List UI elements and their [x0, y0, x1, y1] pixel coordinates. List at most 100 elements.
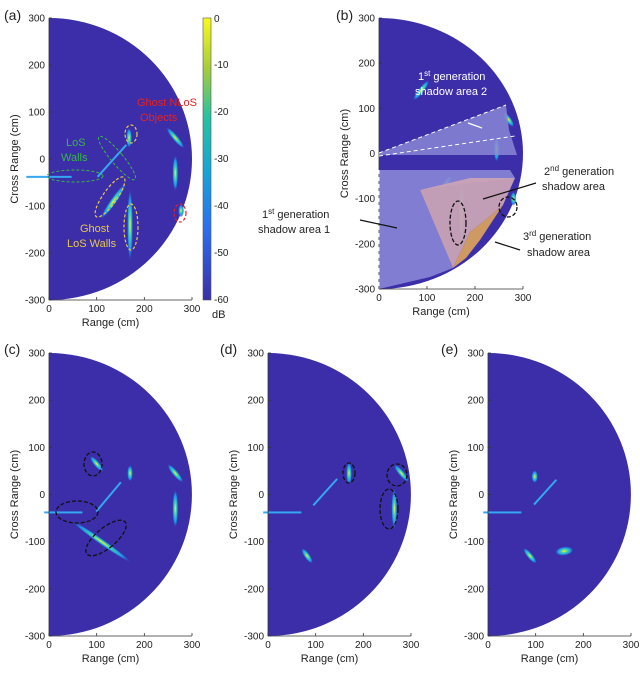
- y-tick-label: -300: [244, 632, 264, 643]
- radar-blob-feature: [70, 519, 133, 564]
- annotation-ghost-los-line2: LoS Walls: [67, 238, 117, 250]
- colorbar-tick: -20: [214, 107, 229, 118]
- x-tick-label: 200: [136, 640, 153, 651]
- radar-line-feature: [95, 481, 122, 513]
- y-tick-label: -100: [355, 194, 375, 205]
- object-ellipse: [342, 462, 356, 484]
- object-ellipse: [379, 488, 399, 530]
- x-axis-label: Range (cm): [82, 653, 139, 665]
- panel-b-overlays: 1st generation shadow area 2 2nd generat…: [258, 69, 617, 289]
- x-tick-label: 200: [575, 640, 592, 651]
- annotation-shadow-2-sup: st: [424, 69, 431, 78]
- x-axis-label: Range (cm): [301, 653, 358, 665]
- annotation-ghost-nlos-line1: Ghost NLoS: [137, 97, 197, 109]
- y-axis-label: Cross Range (cm): [339, 109, 351, 198]
- annotation-shadow-2-rest: generation: [430, 71, 485, 83]
- x-tick-label: 300: [184, 304, 201, 315]
- y-tick-label: -200: [25, 584, 45, 595]
- annotation-shadow-2nd: 2nd generation shadow area: [542, 164, 617, 193]
- object-ellipse: [55, 500, 99, 524]
- radar-blob-feature: [165, 126, 185, 149]
- shadow-boundary: [378, 135, 516, 157]
- x-tick-label: 100: [527, 640, 544, 651]
- y-tick-label: -200: [244, 584, 264, 595]
- annotation-ghost-nlos-objects: Ghost NLoS Objects: [137, 97, 200, 124]
- colorbar-tick: 0: [214, 14, 220, 25]
- radar-line-feature: [263, 511, 302, 514]
- arrow-1st-area-1: [359, 219, 398, 229]
- object-ellipse: [498, 196, 518, 218]
- radar-half-disc: [49, 353, 192, 636]
- los-wall-ellipse: [46, 169, 104, 183]
- x-axis-label: Range (cm): [82, 317, 139, 329]
- radar-blob-feature: [391, 487, 398, 530]
- panel-label-d: (d): [220, 341, 237, 357]
- object-ellipse: [85, 519, 127, 557]
- x-tick-label: 0: [46, 640, 52, 651]
- y-tick-label: -100: [25, 202, 45, 213]
- y-tick-label: 100: [28, 443, 45, 454]
- colorbar-tick: -60: [214, 295, 229, 306]
- y-tick-label: 300: [467, 349, 484, 360]
- annotation-2nd-line2: shadow area: [542, 181, 606, 193]
- y-tick-label: 200: [247, 396, 264, 407]
- arrow-2nd: [482, 182, 537, 200]
- shadow-boundary: [378, 104, 507, 154]
- annotation-ghost-los-line1: Ghost: [80, 223, 109, 235]
- x-tick-label: 200: [355, 640, 372, 651]
- panel-label-c: (c): [4, 341, 20, 357]
- panel-label-e: (e): [441, 341, 458, 357]
- y-tick-label: 0: [478, 490, 484, 501]
- y-axis-label: Cross Range (cm): [448, 450, 460, 539]
- y-tick-label: 100: [467, 443, 484, 454]
- ghost-los-ellipse: [124, 124, 138, 144]
- y-tick-label: -300: [355, 285, 375, 296]
- los-wall-ellipse: [97, 135, 137, 181]
- annotation-3rd-rest: generation: [536, 231, 591, 243]
- shadow-area-1: [379, 170, 515, 289]
- radar-line-feature: [533, 479, 558, 506]
- ghost-los-ellipse: [94, 176, 126, 218]
- annotation-shadow-1-rest: generation: [274, 209, 329, 221]
- annotation-shadow-1-line2: shadow area 1: [258, 224, 330, 236]
- annotation-shadow-2-gen: 1: [418, 71, 424, 83]
- arrow-shadow-2: [467, 122, 483, 129]
- y-tick-label: 100: [358, 104, 375, 115]
- y-tick-label: 200: [358, 59, 375, 70]
- shadow-area-3rd: [453, 205, 503, 268]
- annotation-shadow-area-2: 1st generation shadow area 2: [415, 69, 488, 98]
- annotation-2nd-sup: nd: [550, 164, 559, 173]
- y-tick-label: 300: [28, 14, 45, 25]
- x-tick-label: 0: [485, 640, 491, 651]
- colorbar: 0 -10 -20 -30 -40 -50 -60 dB: [202, 14, 229, 321]
- colorbar-gradient: [202, 17, 212, 301]
- annotation-los-walls: LoS Walls: [61, 137, 89, 164]
- radar-line-feature: [44, 511, 83, 514]
- radar-blob-feature: [178, 204, 185, 218]
- y-axis-label: Cross Range (cm): [9, 450, 21, 539]
- ghost-los-ellipse: [123, 203, 139, 251]
- y-tick-label: 200: [28, 396, 45, 407]
- y-tick-label: 0: [39, 155, 45, 166]
- radar-half-disc: [49, 18, 192, 300]
- annotation-los-walls-line2: Walls: [61, 152, 88, 164]
- annotation-3rd-line2: shadow area: [527, 247, 591, 259]
- annotation-2nd-rest: generation: [559, 166, 614, 178]
- y-tick-label: -300: [25, 632, 45, 643]
- x-tick-label: 200: [467, 293, 484, 304]
- y-tick-label: -200: [355, 239, 375, 250]
- object-ellipse: [386, 463, 408, 487]
- x-tick-label: 300: [403, 640, 420, 651]
- panel-label-a: (a): [4, 7, 21, 23]
- y-tick-label: -300: [464, 632, 484, 643]
- y-tick-label: -100: [464, 537, 484, 548]
- radar-line-feature: [483, 511, 522, 514]
- annotation-shadow-area-1: 1st generation shadow area 1: [258, 207, 332, 236]
- y-tick-label: 100: [28, 108, 45, 119]
- colorbar-tick: -40: [214, 201, 229, 212]
- shadow-area-2: [379, 105, 517, 155]
